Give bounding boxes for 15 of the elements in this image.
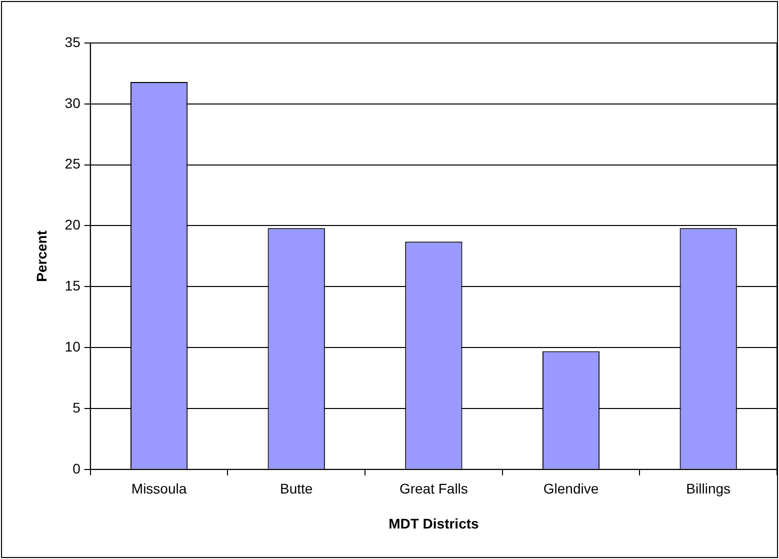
y-tick-label: 20 — [64, 216, 81, 233]
y-tick-label: 30 — [64, 94, 81, 111]
x-tick-label: Butte — [280, 480, 313, 497]
x-tick-label: Billings — [686, 480, 731, 497]
x-tick-label: Missoula — [131, 480, 187, 497]
y-tick-label: 35 — [64, 34, 81, 50]
x-tick-label: Glendive — [543, 480, 599, 497]
y-tick-label: 5 — [72, 399, 81, 416]
y-tick-label: 15 — [64, 278, 81, 294]
x-tick-label: Great Falls — [399, 480, 468, 497]
y-tick-label: 0 — [72, 460, 81, 476]
x-axis-title: MDT Districts — [388, 515, 480, 532]
y-tick-label: 25 — [64, 156, 81, 172]
y-tick-label: 10 — [64, 338, 81, 354]
y-axis-title: Percent — [33, 230, 50, 282]
